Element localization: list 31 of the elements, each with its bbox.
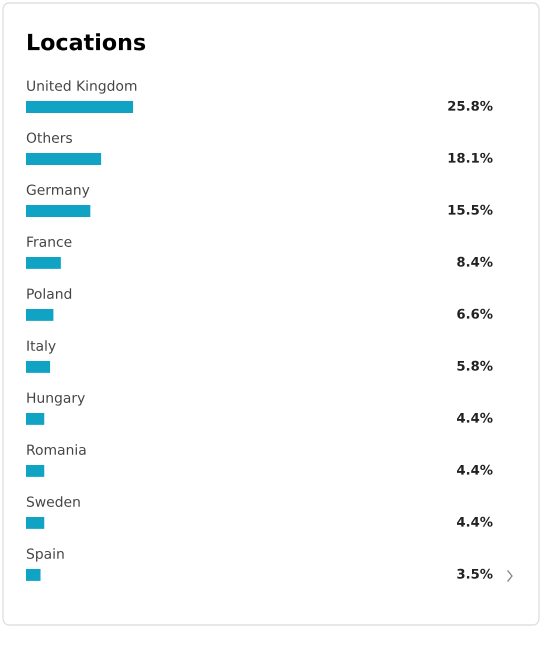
data-label: 4.4% [457,464,493,475]
data-label: 18.1% [448,152,493,163]
bar [26,204,90,217]
y-tick-label: Italy [27,340,56,354]
bar [26,464,44,477]
bar [26,568,41,581]
bar [26,360,50,373]
y-tick-label: Hungary [27,392,85,406]
y-tick-label: Sweden [26,496,80,507]
bar [26,412,44,425]
data-label: 25.8% [448,100,493,111]
y-tick-label: Poland [27,288,72,299]
data-label: 6.6% [457,308,493,319]
y-tick-label: Germany [26,184,90,198]
y-tick-label: Romania [27,444,86,455]
data-label: 15.5% [448,204,493,215]
bar [26,152,102,165]
bar [26,516,44,529]
y-tick-label: France [27,236,72,247]
bar [26,308,54,321]
bar [26,100,134,113]
y-tick-label: Others [26,132,72,143]
y-tick-label: Spain [26,548,64,562]
chart-title: Locations [28,33,146,50]
data-label: 4.4% [457,516,493,527]
bar [26,256,61,269]
data-label: 5.8% [457,360,493,371]
data-label: 4.4% [457,412,493,423]
data-label: 8.4% [457,256,493,267]
y-tick-label: United Kingdom [27,80,136,94]
data-label: 3.5% [457,568,493,579]
